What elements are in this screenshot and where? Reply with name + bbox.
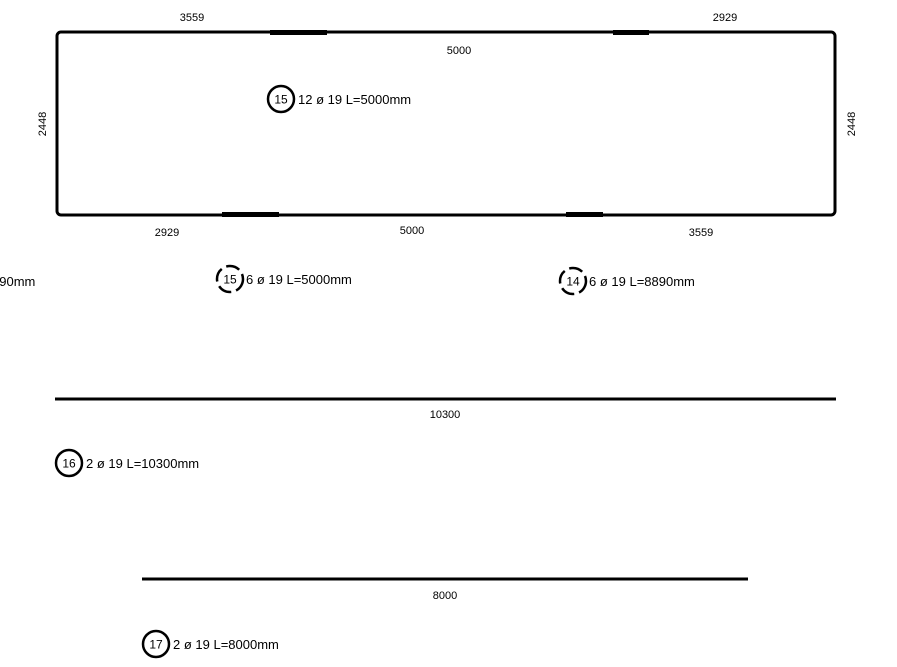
bar-spec: 2 ø 19 L=10300mm bbox=[86, 456, 199, 471]
bar-spec: 6 ø 19 L=8890mm bbox=[589, 274, 695, 289]
dim-bar-16: 10300 bbox=[430, 409, 461, 421]
bar-number: 17 bbox=[149, 638, 163, 652]
dim-bottom-left: 2929 bbox=[155, 227, 179, 239]
bar-number: 16 bbox=[62, 457, 76, 471]
bar-number: 15 bbox=[223, 273, 237, 287]
dim-left: 2448 bbox=[37, 112, 49, 136]
bar-mark-15-lap: 15 6 ø 19 L=5000mm bbox=[215, 264, 352, 294]
bar-mark-15-stirrup: 15 12 ø 19 L=5000mm bbox=[266, 84, 411, 114]
dim-top-right: 2929 bbox=[713, 12, 737, 24]
bar-mark-16: 16 2 ø 19 L=10300mm bbox=[54, 448, 199, 478]
bar-mark-14-lap: 14 6 ø 19 L=8890mm bbox=[558, 266, 695, 296]
bar-spec: 12 ø 19 L=5000mm bbox=[298, 92, 411, 107]
dim-top-mid: 5000 bbox=[447, 45, 471, 57]
bar-spec: 2 ø 19 L=8000mm bbox=[173, 637, 279, 652]
dim-top-left: 3559 bbox=[180, 12, 204, 24]
stirrup-shape bbox=[55, 30, 837, 217]
dim-bar-17: 8000 bbox=[433, 590, 457, 602]
dim-right: 2448 bbox=[846, 112, 858, 136]
bar-mark-17: 17 2 ø 19 L=8000mm bbox=[141, 629, 279, 659]
bar-number: 14 bbox=[566, 275, 580, 289]
cut-off-label: 890mm bbox=[0, 274, 35, 289]
dim-bottom-mid: 5000 bbox=[400, 225, 424, 237]
bar-number: 15 bbox=[274, 93, 288, 107]
bar-spec: 6 ø 19 L=5000mm bbox=[246, 272, 352, 287]
dim-bottom-right: 3559 bbox=[689, 227, 713, 239]
